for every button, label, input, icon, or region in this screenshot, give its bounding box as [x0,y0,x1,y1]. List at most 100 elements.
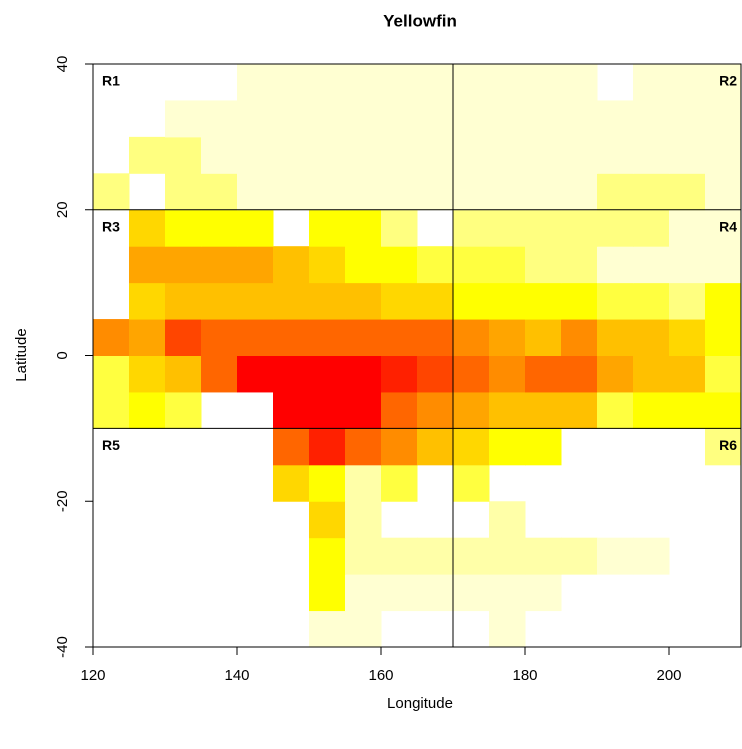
heat-cell [561,319,598,356]
heat-cell [201,136,238,174]
heat-cell [525,574,562,612]
heat-cell [453,574,490,612]
heat-cell [597,173,634,211]
heat-cell [129,391,166,429]
heat-cell [453,464,490,502]
heat-cell [309,246,346,284]
heat-cell [93,355,130,393]
heat-cell [525,391,562,429]
heat-cell [417,574,454,612]
heat-cell [597,100,634,138]
heat-cell [417,391,454,429]
heat-cell [525,136,562,174]
heat-cell [489,319,526,356]
heat-cell [489,64,526,101]
heat-cell [165,246,202,284]
heat-cell [237,246,274,284]
heat-cell [705,136,742,174]
heat-cell [309,209,346,247]
heat-cell [597,355,634,393]
heat-cell [381,537,418,575]
heat-cell [489,282,526,320]
heat-cell [453,355,490,393]
heat-cell [489,136,526,174]
heat-cell [561,246,598,284]
heat-cell [273,428,310,466]
heat-cell [165,391,202,429]
heat-cell [705,391,742,429]
heat-cell [525,537,562,575]
heat-cell [489,537,526,575]
heat-cell [633,246,670,284]
heat-cell [381,209,418,247]
heat-cell [237,100,274,138]
heat-cell [597,246,634,284]
heat-cell [525,173,562,211]
heat-cell [345,246,382,284]
region-label: R2 [719,73,737,89]
heat-cell [273,100,310,138]
heat-cell [309,391,346,429]
heat-cell [489,610,526,648]
heat-cell [237,136,274,174]
heat-cell [165,319,202,356]
heat-cell [381,319,418,356]
heat-cell [129,319,166,356]
heat-cell [705,246,742,284]
heat-cell [417,136,454,174]
heat-cell [345,319,382,356]
heat-cell [309,537,346,575]
heat-cell [129,282,166,320]
heat-cell [345,428,382,466]
heat-cell [525,64,562,101]
heat-cell [201,173,238,211]
heat-cell [453,136,490,174]
heat-cell [417,282,454,320]
heat-cell [417,64,454,101]
heat-cell [381,64,418,101]
y-tick-label: 0 [54,351,71,359]
heat-cell [669,136,706,174]
chart-title: Yellowfin [383,11,457,30]
heat-cell [525,282,562,320]
y-tick-label: -20 [54,490,71,512]
heat-cell [309,501,346,539]
heat-cell [381,173,418,211]
heat-cell [381,391,418,429]
heat-cell [705,100,742,138]
heat-cell [273,355,310,393]
heat-cell [93,319,130,356]
heat-cell [669,209,706,247]
heat-cell [381,574,418,612]
heat-cell [489,428,526,466]
heat-cell [489,355,526,393]
heat-cell [561,355,598,393]
y-tick-label: -40 [54,636,71,658]
heat-cell [489,173,526,211]
heat-cell [417,355,454,393]
heat-cell [129,246,166,284]
heat-cell [417,100,454,138]
region-label: R3 [102,218,120,234]
heat-cell [633,64,670,101]
region-label: R5 [102,437,120,453]
heat-cell [633,355,670,393]
heat-cell [345,391,382,429]
heat-cell [165,355,202,393]
heat-cell [705,282,742,320]
heat-cell [525,355,562,393]
heat-cell [705,428,742,466]
heat-cell [669,173,706,211]
heat-cell [201,209,238,247]
heat-cell [345,610,382,648]
heat-cell [93,173,130,211]
heat-cell [201,100,238,138]
heat-cell [381,282,418,320]
heat-cell [525,319,562,356]
heat-cell [309,282,346,320]
heat-cell [129,355,166,393]
heat-cell [201,355,238,393]
heat-cell [669,355,706,393]
x-tick-label: 120 [80,667,105,684]
heat-cell [669,282,706,320]
